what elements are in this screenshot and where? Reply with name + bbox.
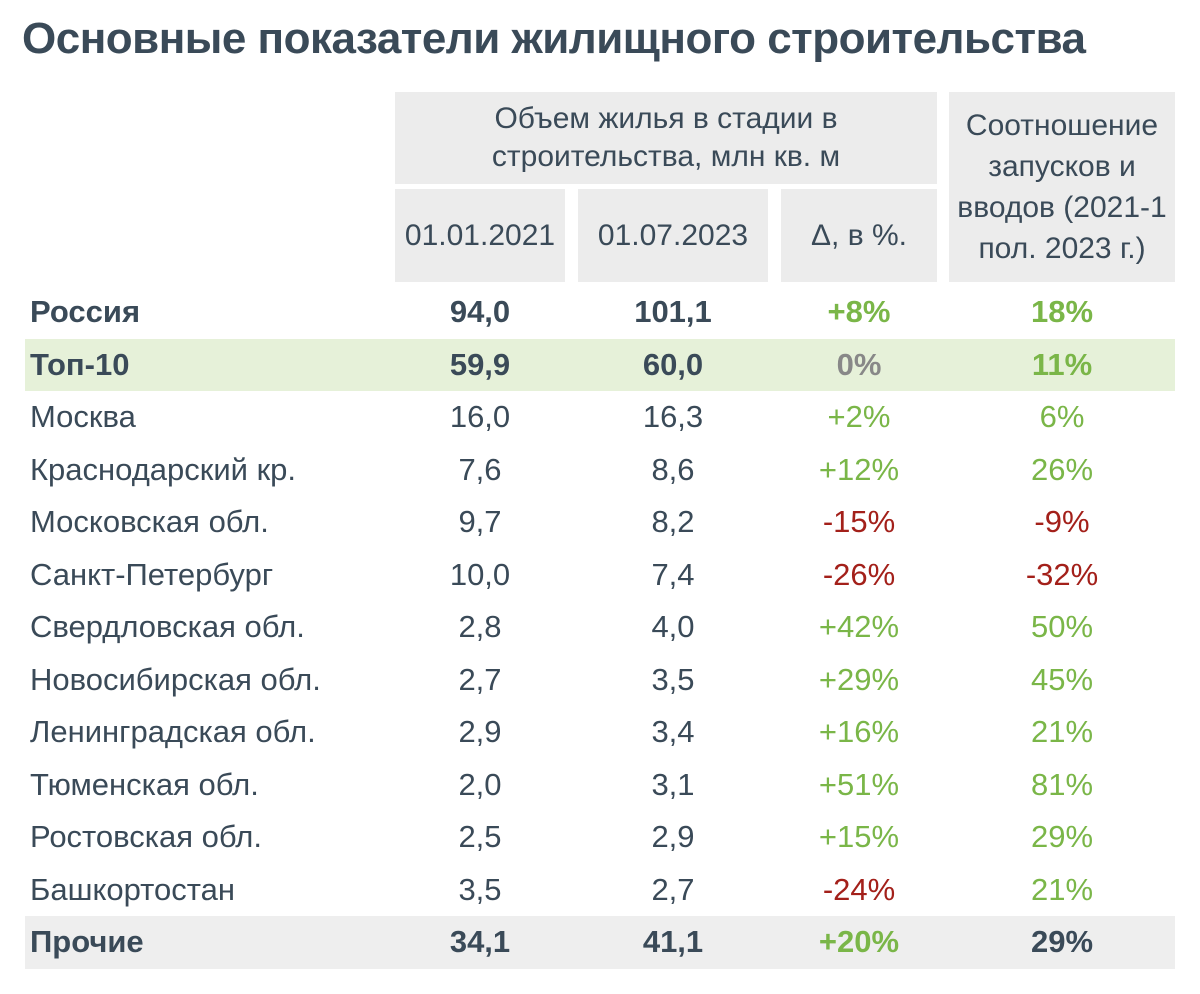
value-2023: 3,5 [651,661,695,697]
table-row: Прочие 34,1 41,1 +20% 29% [25,916,1175,969]
ratio-value: 21% [1030,871,1094,907]
table-row: Новосибирская обл. 2,7 3,5 +29% 45% [25,654,1175,707]
ratio-header: Соотношение запусков и вводов (2021-1 по… [949,92,1175,282]
table-row: Тюменская обл. 2,0 3,1 +51% 81% [25,759,1175,812]
table-row: Ростовская обл. 2,5 2,9 +15% 29% [25,811,1175,864]
ratio-value: -9% [1034,504,1090,540]
column-header-delta: Δ, в %. [781,189,937,282]
table-row: Башкортостан 3,5 2,7 -24% 21% [25,864,1175,917]
value-2021: 16,0 [449,399,511,435]
row-name: Краснодарский кр. [30,451,297,487]
ratio-value: 29% [1030,924,1094,960]
column-header-2023: 01.07.2023 [578,189,768,282]
value-2023: 3,1 [651,766,695,802]
table-row: Россия 94,0 101,1 +8% 18% [25,286,1175,339]
table-row: Краснодарский кр. 7,6 8,6 +12% 26% [25,444,1175,497]
value-2021: 59,9 [449,346,511,382]
delta-value: +8% [827,294,891,330]
table-row: Ленинградская обл. 2,9 3,4 +16% 21% [25,706,1175,759]
value-2021: 9,7 [458,504,502,540]
ratio-value: 26% [1030,451,1094,487]
row-name: Прочие [30,924,144,960]
ratio-value: 18% [1030,294,1094,330]
ratio-value: 11% [1031,346,1093,382]
value-2023: 2,7 [651,871,695,907]
value-2021: 2,8 [458,609,502,645]
page-title: Основные показатели жилищного строительс… [22,14,1086,63]
value-2021: 94,0 [449,294,511,330]
row-name: Московская обл. [30,504,269,540]
value-2021: 2,0 [458,766,502,802]
row-name: Россия [30,294,141,330]
ratio-value: 29% [1030,819,1094,855]
value-2021: 3,5 [458,871,502,907]
row-name: Тюменская обл. [30,766,259,802]
table-row: Московская обл. 9,7 8,2 -15% -9% [25,496,1175,549]
value-2023: 3,4 [651,714,695,750]
ratio-value: -32% [1025,556,1099,592]
delta-value: +12% [818,451,900,487]
value-2023: 60,0 [642,346,704,382]
delta-value: +20% [818,924,900,960]
ratio-value: 50% [1030,609,1094,645]
row-name: Ленинградская обл. [30,714,316,750]
table-row: Топ-10 59,9 60,0 0% 11% [25,338,1175,391]
volume-group-header: Объем жилья в стадии в строительства, мл… [395,92,937,184]
delta-value: +42% [818,609,900,645]
table-row: Москва 16,0 16,3 +2% 6% [25,391,1175,444]
column-header-2021: 01.01.2021 [395,189,565,282]
value-2021: 7,6 [458,451,502,487]
delta-value: +15% [818,819,900,855]
ratio-value: 81% [1030,766,1094,802]
row-name: Башкортостан [30,871,235,907]
delta-value: +2% [827,399,891,435]
value-2021: 34,1 [449,924,511,960]
delta-value: -15% [822,504,896,540]
row-name: Новосибирская обл. [30,661,321,697]
value-2021: 2,5 [458,819,502,855]
row-name: Ростовская обл. [30,819,262,855]
value-2021: 10,0 [449,556,511,592]
value-2023: 101,1 [634,294,712,330]
delta-value: -24% [822,871,896,907]
value-2021: 2,9 [458,714,502,750]
table-row: Санкт-Петербург 10,0 7,4 -26% -32% [25,549,1175,602]
ratio-value: 45% [1030,661,1094,697]
ratio-value: 6% [1039,399,1085,435]
value-2023: 8,6 [651,451,695,487]
delta-value: +29% [818,661,900,697]
value-2023: 16,3 [642,399,704,435]
data-table-body: Россия 94,0 101,1 +8% 18% Топ-10 59,9 60,0 0% 11%… [25,286,1175,969]
value-2021: 2,7 [458,661,502,697]
delta-value: +51% [818,766,900,802]
value-2023: 41,1 [642,924,704,960]
ratio-value: 21% [1030,714,1094,750]
row-name: Топ-10 [30,346,130,382]
table-row: Свердловская обл. 2,8 4,0 +42% 50% [25,601,1175,654]
value-2023: 4,0 [651,609,695,645]
delta-value: -26% [822,556,896,592]
row-name: Москва [30,399,136,435]
value-2023: 8,2 [651,504,695,540]
delta-value: 0% [836,346,882,382]
row-name: Свердловская обл. [30,609,305,645]
row-name: Санкт-Петербург [30,556,274,592]
value-2023: 2,9 [651,819,695,855]
value-2023: 7,4 [651,556,695,592]
delta-value: +16% [818,714,900,750]
